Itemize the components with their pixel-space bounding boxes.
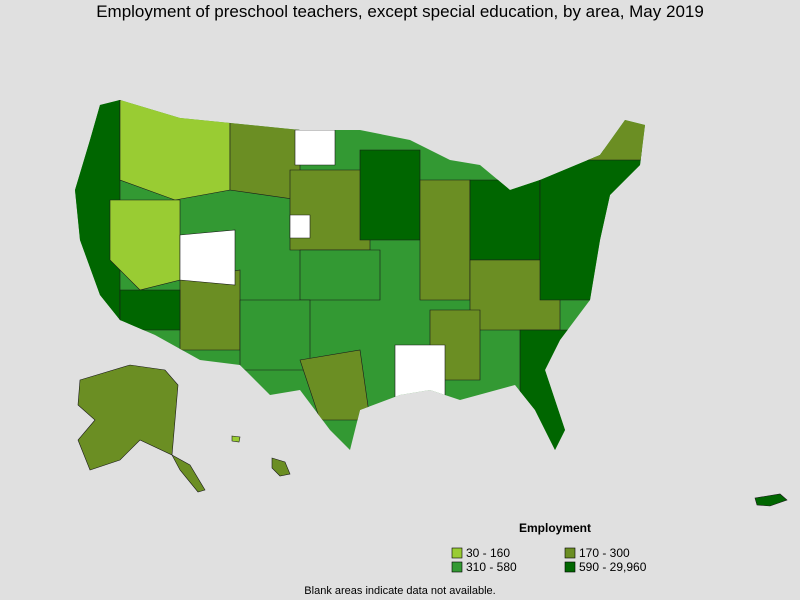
puerto-rico	[754, 493, 788, 507]
legend-label: 310 - 580	[466, 560, 517, 574]
region	[579, 109, 645, 161]
region	[359, 149, 421, 241]
blank-region	[394, 344, 446, 401]
region	[299, 249, 381, 301]
legend: 30 - 160 170 - 300 310 - 580 590 - 29,960	[451, 546, 647, 574]
legend-swatch	[451, 561, 463, 573]
legend-label: 170 - 300	[579, 546, 630, 560]
region	[109, 199, 181, 291]
region	[239, 299, 311, 371]
legend-label: 30 - 160	[466, 546, 510, 560]
legend-label: 590 - 29,960	[579, 560, 647, 574]
hawaii	[271, 457, 291, 477]
alaska	[77, 364, 179, 471]
region	[469, 179, 541, 261]
legend-swatch	[564, 547, 576, 559]
region	[539, 149, 645, 301]
region	[299, 349, 371, 421]
blank-region	[294, 129, 336, 166]
region	[229, 109, 301, 201]
legend-swatch	[451, 547, 463, 559]
legend-title: Employment	[519, 521, 591, 535]
region	[419, 179, 471, 301]
region	[519, 329, 571, 450]
blank-region	[289, 214, 311, 239]
map-title: Employment of preschool teachers, except…	[96, 2, 704, 21]
legend-swatch	[564, 561, 576, 573]
region	[119, 100, 231, 201]
hawaii-island	[231, 435, 241, 443]
region	[119, 289, 181, 331]
blank-region	[179, 229, 236, 286]
footnote: Blank areas indicate data not available.	[304, 585, 495, 597]
alaska-panhandle	[171, 454, 206, 493]
